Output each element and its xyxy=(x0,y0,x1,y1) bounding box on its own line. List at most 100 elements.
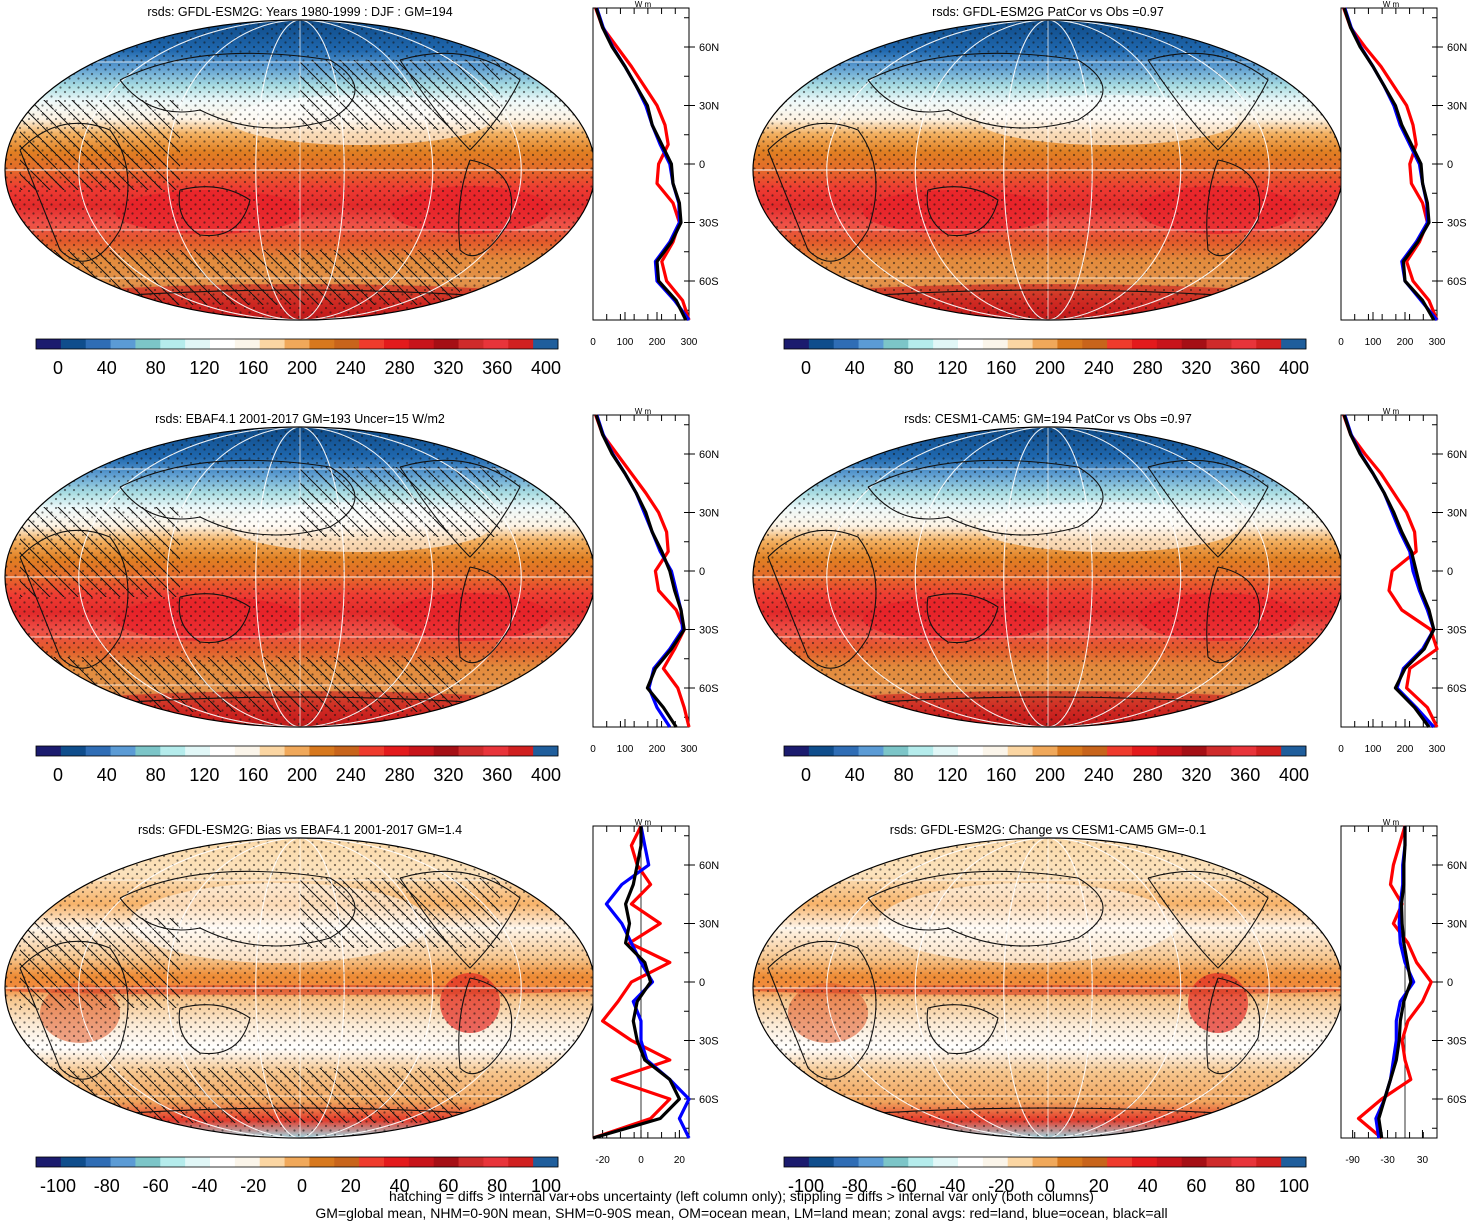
map-overlays xyxy=(5,427,595,727)
zonal-line-land xyxy=(592,825,672,1140)
coastline xyxy=(458,977,513,1075)
colorbar-swatch xyxy=(1156,746,1183,756)
zonal-line-all xyxy=(1377,826,1413,1139)
colorbar-tick-label: -40 xyxy=(939,1176,965,1196)
colorbar-swatch xyxy=(433,746,459,756)
coastline xyxy=(1147,459,1269,558)
zonal-line-land xyxy=(1342,414,1439,728)
colorbar-swatch xyxy=(1206,1157,1232,1167)
zonal-line-land xyxy=(1342,7,1439,321)
colorbar-tick-label: 280 xyxy=(1133,358,1163,378)
zonal-lat-label: 30N xyxy=(1447,101,1467,113)
colorbar-swatch xyxy=(483,746,509,756)
colorbar-tick-label: 240 xyxy=(336,358,366,378)
colorbar-tick-label: 40 xyxy=(1138,1176,1158,1196)
coastline xyxy=(767,529,877,669)
colorbar-swatch xyxy=(384,1157,410,1167)
zonal-lat-label: 0 xyxy=(699,159,705,171)
colorbar-swatch xyxy=(1256,746,1282,756)
colorbar-swatch xyxy=(1107,339,1133,349)
coastline xyxy=(399,52,521,151)
colorbar-swatch xyxy=(210,339,236,349)
colorbar-swatch xyxy=(483,339,509,349)
colorbar-swatch xyxy=(334,1157,360,1167)
colorbar-swatch xyxy=(808,339,835,349)
colorbar-swatch xyxy=(85,746,111,756)
colorbar-swatch xyxy=(433,1157,459,1167)
colorbar-tick-label: 40 xyxy=(97,765,117,785)
colorbar-swatch xyxy=(284,1157,310,1167)
zonal-xtick-label: -20 xyxy=(595,1155,610,1166)
colorbar-swatch xyxy=(309,339,335,349)
colorbar-swatch xyxy=(234,1157,261,1167)
colorbar-frame xyxy=(783,1156,1307,1168)
colorbar-swatch xyxy=(384,746,410,756)
panel-title: rsds: GFDL-ESM2G: Change vs CESM1-CAM5 G… xyxy=(890,823,1206,837)
map-overlays xyxy=(5,20,595,320)
colorbar-swatch xyxy=(1281,1157,1307,1167)
zonal-unit-label: W m xyxy=(1383,407,1400,416)
colorbar-swatch xyxy=(1057,746,1083,756)
colorbar-tick-label: 60 xyxy=(1186,1176,1206,1196)
colorbar-swatch xyxy=(135,1157,161,1167)
colorbar-swatch xyxy=(858,1157,884,1167)
coastline xyxy=(926,186,999,237)
zonal-lat-label: 30S xyxy=(699,1036,719,1048)
colorbar-swatch xyxy=(36,746,62,756)
colorbar-swatch xyxy=(210,1157,236,1167)
colorbar-tick-label: 400 xyxy=(1279,765,1309,785)
map-overlays xyxy=(753,838,1343,1138)
colorbar-tick-label: 280 xyxy=(1133,765,1163,785)
colorbar-tick-label: 0 xyxy=(801,358,811,378)
colorbar-swatch xyxy=(883,339,909,349)
zonal-xtick-label: 200 xyxy=(649,744,666,755)
zonal-line-land xyxy=(594,414,691,728)
hatching xyxy=(20,100,180,190)
colorbar-swatch xyxy=(833,1157,859,1167)
colorbar-swatch xyxy=(1132,1157,1158,1167)
colorbar-tick-label: 0 xyxy=(801,765,811,785)
colorbar-tick-label: 80 xyxy=(487,1176,507,1196)
zonal-lat-label: 60S xyxy=(699,683,719,695)
colorbar-swatch xyxy=(334,746,360,756)
zonal-frame xyxy=(1340,414,1438,728)
colorbar-frame xyxy=(783,338,1307,350)
colorbar-swatch xyxy=(334,339,360,349)
colorbar-swatch xyxy=(1256,339,1282,349)
colorbar-tick-label: 100 xyxy=(1279,1176,1309,1196)
colorbar-swatch xyxy=(883,746,909,756)
colorbar-tick-label: 400 xyxy=(531,358,561,378)
zonal-xtick-label: 200 xyxy=(649,337,666,348)
zonal-lat-label: 30N xyxy=(699,508,719,520)
colorbar-swatch xyxy=(408,1157,435,1167)
colorbar-swatch xyxy=(1181,746,1207,756)
colorbar-swatch xyxy=(508,1157,534,1167)
colorbar-swatch xyxy=(982,1157,1009,1167)
colorbar-tick-label: 20 xyxy=(341,1176,361,1196)
colorbar-swatch xyxy=(185,746,211,756)
zonal-lat-label: 60S xyxy=(1447,1094,1467,1106)
colorbar-swatch xyxy=(858,746,884,756)
colorbar-swatch xyxy=(1231,746,1257,756)
colorbar-swatch xyxy=(259,1157,285,1167)
zonal-lat-label: 30S xyxy=(1447,218,1467,230)
zonal-frame xyxy=(1340,825,1438,1139)
colorbar-swatch xyxy=(1281,339,1307,349)
colorbar-swatch xyxy=(1057,339,1083,349)
colorbar-swatch xyxy=(458,746,484,756)
zonal-unit-label: W m xyxy=(1383,0,1400,9)
hatching xyxy=(20,918,180,1008)
colorbar-tick-label: 360 xyxy=(482,358,512,378)
colorbar-tick-label: 160 xyxy=(986,358,1016,378)
coastline xyxy=(119,870,356,947)
colorbar-swatch xyxy=(359,1157,385,1167)
colorbar-frame xyxy=(35,1156,559,1168)
panel-4: rsds: CESM1-CAM5: GM=194 PatCor vs Obs =… xyxy=(752,407,1467,785)
colorbar-swatch xyxy=(36,1157,62,1167)
colorbar-swatch xyxy=(1107,746,1133,756)
colorbar-swatch xyxy=(359,746,385,756)
zonal-lat-label: 30N xyxy=(699,101,719,113)
zonal-lat-label: 0 xyxy=(699,977,705,989)
colorbar-swatch xyxy=(1082,746,1108,756)
colorbar-swatch xyxy=(1032,746,1058,756)
